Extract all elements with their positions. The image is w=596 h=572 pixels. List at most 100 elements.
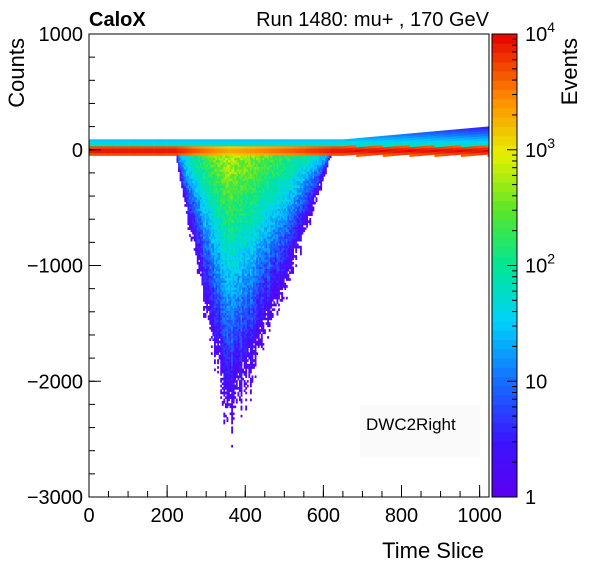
heatmap-cell [229,157,232,161]
heatmap-cell [212,227,215,230]
heatmap-cell [260,174,263,177]
heatmap-cell [201,199,204,203]
heatmap-cell [174,148,177,152]
heatmap-cell [248,211,251,214]
heatmap-cell [221,317,224,321]
heatmap-cell [229,224,232,228]
heatmap-cell [246,352,249,355]
heatmap-cell [195,252,198,256]
heatmap-cell [165,150,168,154]
heatmap-cell [251,171,254,175]
heatmap-cell [234,164,237,168]
heatmap-cell [239,155,241,159]
heatmap-cell [121,146,124,149]
heatmap-cell [245,183,248,186]
heatmap-cell [223,275,226,279]
heatmap-cell [242,331,244,335]
heatmap-cell [234,308,237,311]
heatmap-cell [203,197,205,200]
heatmap-cell [260,282,263,286]
heatmap-cell [206,153,209,156]
heatmap-cell [264,315,266,318]
heatmap-cell [235,164,238,168]
heatmap-cell [231,278,234,281]
heatmap-cell [207,271,210,274]
heatmap-cell [243,361,246,365]
heatmap-cell [187,183,190,186]
heatmap-cell [239,178,241,182]
heatmap-cell [239,296,241,300]
heatmap-cell [243,178,246,182]
heatmap-cell [207,248,210,251]
heatmap-cell [224,292,227,295]
heatmap-cell [221,377,224,381]
heatmap-cell [249,160,252,163]
heatmap-cell [254,185,257,189]
heatmap-cell [240,268,243,272]
heatmap-cell [240,282,243,286]
heatmap-cell [253,176,255,179]
heatmap-cell [259,306,262,309]
heatmap-cell [254,187,257,191]
heatmap-cell [242,287,244,291]
heatmap-cell [179,169,182,173]
heatmap-cell [237,312,240,316]
heatmap-cell [231,289,234,293]
heatmap-cell [245,197,248,200]
heatmap-cell [104,146,107,149]
heatmap-cell [209,197,212,200]
heatmap-cell [249,292,252,295]
heatmap-cell [212,150,215,154]
heatmap-cell [242,329,244,332]
heatmap-cell [246,340,249,344]
heatmap-cell [193,176,196,179]
heatmap-cell [234,255,237,258]
heatmap-cell [184,174,187,177]
heatmap-cell [245,359,248,362]
heatmap-cell [259,176,262,179]
heatmap-cell [223,218,226,221]
heatmap-cell [232,178,235,182]
heatmap-cell [215,218,218,221]
heatmap-cell [215,252,218,256]
heatmap-cell [187,190,190,193]
heatmap-cell [229,187,232,191]
heatmap-cell [237,329,240,332]
heatmap-cell [232,155,235,159]
heatmap-cell [254,243,257,247]
heatmap-cell [228,296,230,300]
heatmap-cell [237,264,240,267]
heatmap-cell [246,150,249,154]
heatmap-cell [256,331,259,335]
heatmap-cell [203,280,205,284]
heatmap-cell [249,326,252,330]
heatmap-cell [195,220,198,223]
heatmap-cell [226,213,229,217]
heatmap-cell [256,199,259,203]
heatmap-cell [260,148,263,152]
heatmap-cell [229,206,232,210]
heatmap-cell [203,143,205,147]
heatmap-cell [209,194,212,198]
heatmap-cell [226,354,229,358]
heatmap-cell [229,294,232,298]
heatmap-cell [196,222,199,226]
heatmap-cell [239,199,241,203]
heatmap-cell [234,271,237,274]
heatmap-cell [198,141,201,145]
heatmap-cell [118,146,121,149]
heatmap-cell [134,150,137,154]
heatmap-cell [232,194,235,198]
heatmap-cell [232,317,235,321]
heatmap-cell [232,206,235,210]
heatmap-cell [195,229,198,233]
heatmap-cell [203,315,205,318]
heatmap-cell [215,208,218,212]
heatmap-cell [170,141,173,145]
heatmap-cell [203,224,205,228]
heatmap-cell [214,273,216,277]
heatmap-cell [254,268,257,272]
heatmap-cell [192,171,194,175]
heatmap-cell [214,266,216,270]
heatmap-cell [196,224,199,228]
